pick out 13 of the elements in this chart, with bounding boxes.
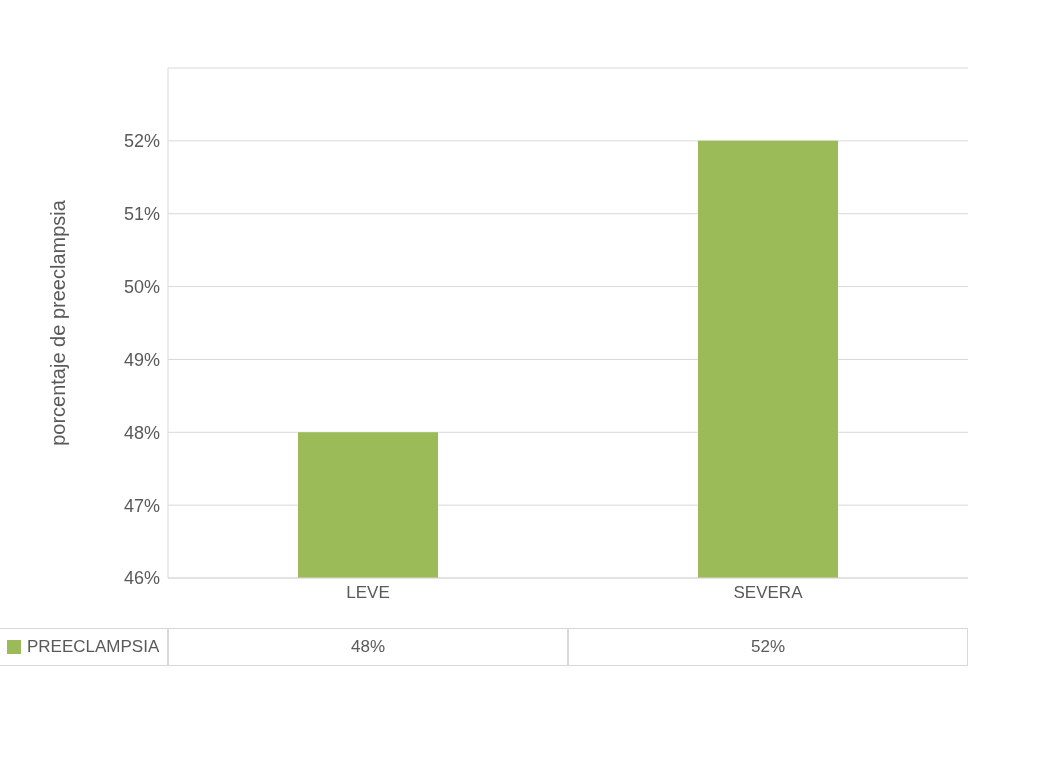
y-tick-label: 49% [123,349,160,370]
y-tick-label: 47% [123,495,160,516]
legend-label: PREECLAMPSIA [27,637,160,657]
data-label: 48% [168,628,568,666]
y-axis-title: porcentaje de preeclampsia [47,199,70,446]
y-tick-label: 48% [123,422,160,443]
y-tick-label: 51% [123,204,160,225]
x-tick-label: LEVE [346,583,390,603]
y-tick-label: 52% [123,131,160,152]
y-tick-label: 46% [123,568,160,589]
x-tick-label: SEVERA [733,583,804,603]
y-tick-label: 50% [123,276,160,297]
data-label: 52% [568,628,968,666]
